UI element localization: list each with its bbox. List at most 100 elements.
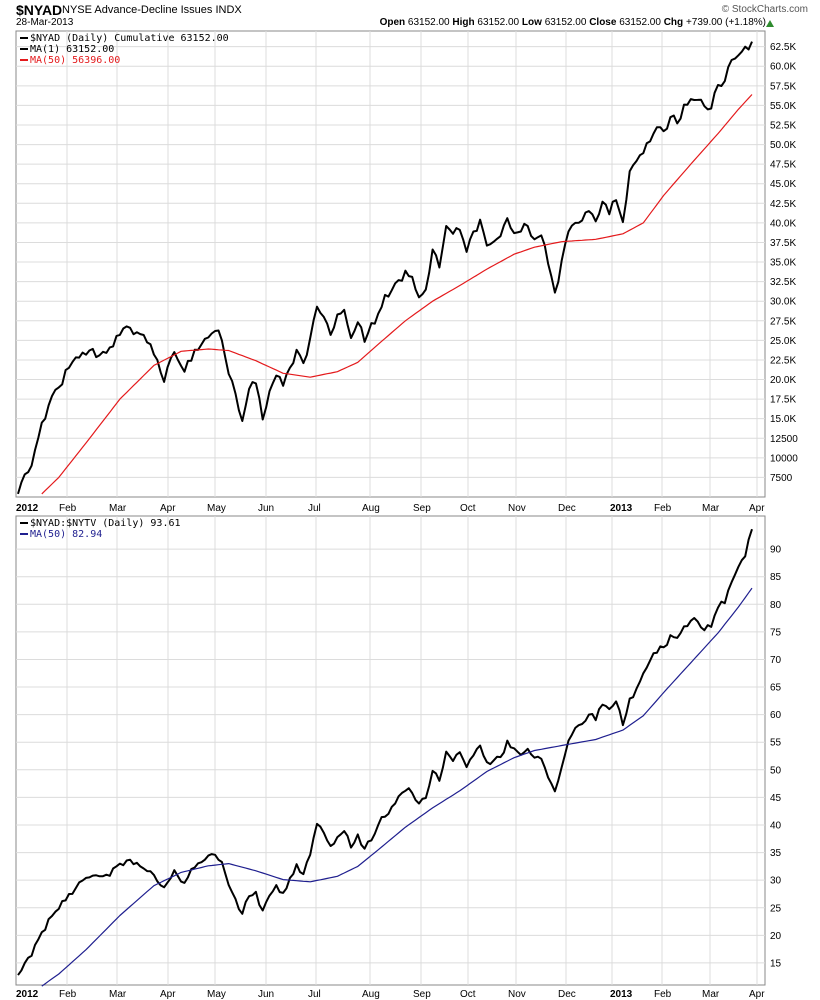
close-label: Close [589, 17, 617, 28]
y-tick-label: 30 [770, 876, 782, 887]
x-tick-label: Sep [413, 989, 431, 1000]
y-tick-label: 60 [770, 710, 782, 721]
y-tick-label: 80 [770, 600, 782, 611]
y-tick-label: 85 [770, 572, 782, 583]
x-tick-label: Feb [654, 989, 672, 1000]
series-line-price [17, 528, 753, 976]
y-tick-label: 15 [770, 958, 782, 969]
chg-value: +739.00 (+1.18%) [685, 17, 766, 28]
x-tick-label: Jun [258, 989, 274, 1000]
y-tick-label: 75 [770, 627, 782, 638]
legend-entry: $NYAD (Daily) Cumulative 63152.00 [30, 33, 229, 44]
y-tick-label: 35 [770, 848, 782, 859]
panel-frame [15, 515, 766, 986]
y-tick-label: 90 [770, 545, 782, 556]
y-tick-label: 40.0K [770, 218, 796, 229]
y-tick-label: 55 [770, 738, 782, 749]
y-tick-label: 20.0K [770, 375, 796, 386]
y-tick-label: 22.5K [770, 355, 796, 366]
y-tick-label: 10000 [770, 453, 798, 464]
y-tick-label: 50 [770, 765, 782, 776]
x-tick-label: Aug [362, 503, 380, 514]
x-tick-label: Sep [413, 503, 431, 514]
x-tick-label: Feb [59, 989, 77, 1000]
x-tick-label: 2012 [16, 503, 39, 514]
x-tick-label: Jul [308, 989, 321, 1000]
x-tick-label: Apr [160, 989, 176, 1000]
y-tick-label: 62.5K [770, 42, 796, 53]
y-tick-label: 7500 [770, 473, 793, 484]
chg-label: Chg [663, 17, 684, 28]
series-line-ma50 [41, 587, 753, 987]
chart-panel-2: 90 85 80 75 70 65 60 55 50 45 40 35 30 25 20 15 2012 Feb M… [15, 515, 782, 1000]
x-tick-label: Dec [558, 989, 576, 1000]
y-tick-label: 52.5K [770, 120, 796, 131]
x-tick-label: Feb [59, 503, 77, 514]
legend-entry: MA(1) 63152.00 [30, 44, 114, 55]
low-label: Low [521, 17, 542, 28]
legend-entry: MA(50) 56396.00 [30, 55, 120, 66]
x-tick-label: Feb [654, 503, 672, 514]
x-tick-label: Jul [308, 503, 321, 514]
series-line-price [17, 41, 753, 495]
x-tick-label: Apr [749, 503, 765, 514]
y-tick-label: 37.5K [770, 238, 796, 249]
y-tick-label: 60.0K [770, 62, 796, 73]
y-tick-label: 20 [770, 931, 782, 942]
open-label: Open [379, 17, 406, 28]
y-tick-label: 32.5K [770, 277, 796, 288]
y-tick-label: 70 [770, 655, 782, 666]
y-tick-label: 15.0K [770, 414, 796, 425]
y-tick-label: 25.0K [770, 336, 796, 347]
x-tick-label: May [207, 989, 226, 1000]
y-tick-label: 42.5K [770, 199, 796, 210]
x-tick-label: Dec [558, 503, 576, 514]
x-tick-label: Jun [258, 503, 274, 514]
y-tick-label: 17.5K [770, 395, 796, 406]
y-tick-label: 40 [770, 820, 782, 831]
panel-frame [15, 30, 766, 498]
y-tick-label: 45 [770, 793, 782, 804]
close-value: 63152.00 [619, 17, 661, 28]
y-tick-label: 30.0K [770, 297, 796, 308]
x-tick-label: Mar [109, 503, 127, 514]
x-tick-label: Apr [160, 503, 176, 514]
x-tick-label: 2013 [610, 989, 633, 1000]
brand-watermark: © StockCharts.com [721, 4, 808, 15]
y-tick-label: 27.5K [770, 316, 796, 327]
y-tick-label: 55.0K [770, 101, 796, 112]
ticker-description: NYSE Advance-Decline Issues INDX [62, 4, 242, 16]
high-label: High [452, 17, 475, 28]
chart-header: $NYAD NYSE Advance-Decline Issues INDX 2… [0, 0, 820, 30]
legend-entry: $NYAD:$NYTV (Daily) 93.61 [30, 518, 181, 529]
low-value: 63152.00 [544, 17, 587, 28]
y-tick-label: 65 [770, 683, 782, 694]
y-tick-label: 45.0K [770, 179, 796, 190]
y-tick-label: 12500 [770, 434, 798, 445]
legend-entry: MA(50) 82.94 [30, 529, 102, 540]
chart-panel-1: 62.5K 60.0K 57.5K 55.0K 52.5K 50.0K 47.5K 45.0K… [15, 30, 798, 514]
series-line-ma50 [41, 94, 753, 495]
x-tick-label: 2012 [16, 989, 39, 1000]
x-tick-label: Nov [508, 989, 526, 1000]
x-tick-label: Oct [460, 989, 476, 1000]
x-tick-label: Apr [749, 989, 765, 1000]
open-value: 63152.00 [407, 17, 450, 28]
x-tick-label: Mar [702, 989, 720, 1000]
ticker-symbol: $NYAD [16, 2, 63, 18]
up-arrow-icon [766, 20, 774, 27]
quote-summary: Open 63152.00 High 63152.00 Low 63152.00… [380, 17, 766, 28]
x-tick-label: Mar [702, 503, 720, 514]
x-tick-label: 2013 [610, 503, 633, 514]
y-tick-label: 47.5K [770, 160, 796, 171]
y-tick-label: 50.0K [770, 140, 796, 151]
x-tick-label: Oct [460, 503, 476, 514]
y-tick-label: 57.5K [770, 81, 796, 92]
x-tick-label: May [207, 503, 226, 514]
chart-date: 28-Mar-2013 [16, 17, 74, 28]
x-tick-label: Aug [362, 989, 380, 1000]
x-tick-label: Mar [109, 989, 127, 1000]
x-tick-label: Nov [508, 503, 526, 514]
y-tick-label: 35.0K [770, 258, 796, 269]
